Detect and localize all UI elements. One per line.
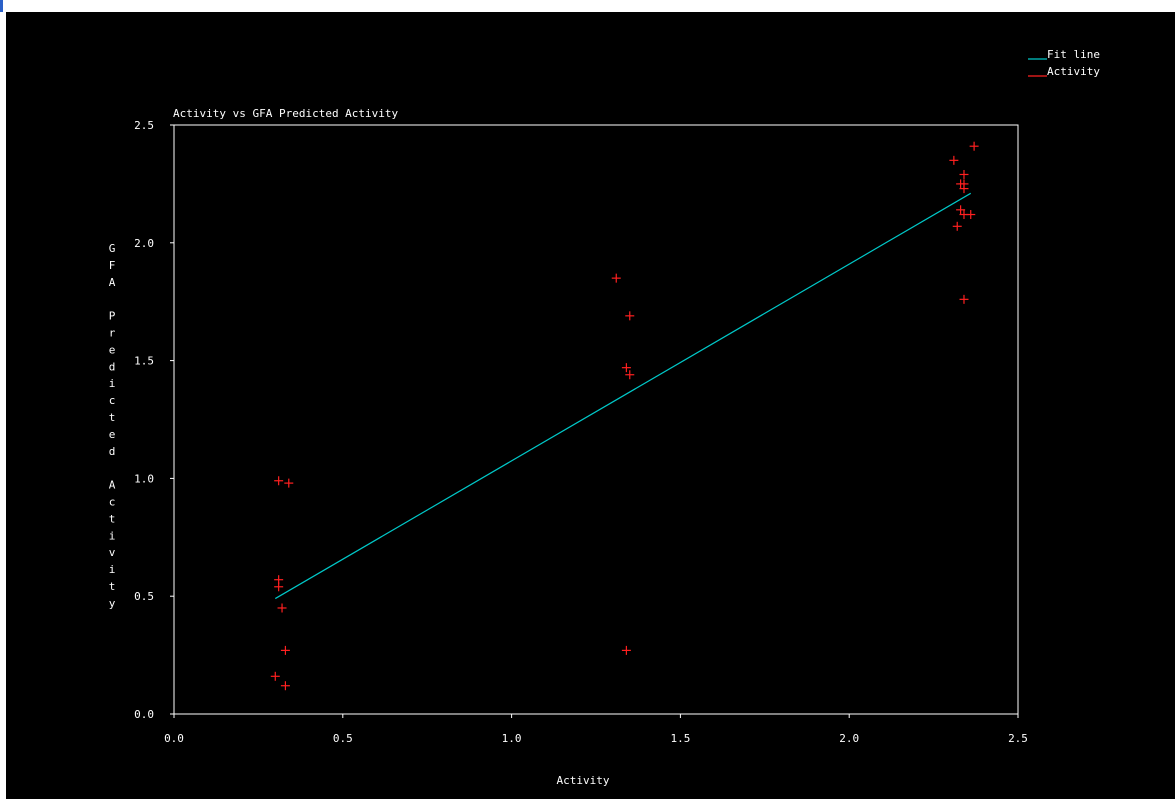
activity-series [270, 141, 979, 691]
y-axis-label-char: r [109, 327, 116, 340]
activity-point [284, 478, 294, 488]
title-bar [0, 0, 990, 12]
x-tick-label: 1.5 [670, 732, 690, 745]
title-bar-accent [0, 0, 3, 12]
y-axis-label-char: G [109, 242, 116, 255]
x-tick-label: 0.0 [164, 732, 184, 745]
activity-point [625, 311, 635, 321]
activity-point [959, 294, 969, 304]
activity-point [274, 476, 284, 486]
y-axis-label-char: d [109, 445, 116, 458]
x-tick-label: 0.5 [333, 732, 353, 745]
plot-frame [173, 124, 1019, 715]
y-axis-label-char: c [109, 496, 116, 509]
activity-point [956, 205, 966, 215]
y-axis-label-char: t [109, 512, 116, 525]
chart-title: Activity vs GFA Predicted Activity [173, 107, 399, 120]
activity-point [274, 582, 284, 592]
activity-point [280, 645, 290, 655]
x-axis-ticks: 0.0 0.5 1.0 1.5 2.0 2.5 [164, 714, 1028, 745]
y-axis-label-char: i [109, 529, 116, 542]
y-tick-label: 0.0 [134, 708, 154, 721]
y-axis-label-char: t [109, 411, 116, 424]
y-axis-ticks: 0.0 0.5 1.0 1.5 2.0 2.5 [134, 119, 174, 721]
y-axis-label-char: A [109, 276, 116, 289]
y-axis-label-char: A [109, 479, 116, 492]
activity-point [621, 363, 631, 373]
y-tick-label: 1.0 [134, 472, 154, 485]
y-tick-label: 2.0 [134, 237, 154, 250]
y-axis-label-char: i [109, 377, 116, 390]
y-axis-label-char: P [109, 310, 116, 323]
activity-point [949, 155, 959, 165]
y-axis-label-char: i [109, 563, 116, 576]
activity-point [625, 370, 635, 380]
activity-point [277, 603, 287, 613]
plot-canvas: Activity vs GFA Predicted Activity Activ… [6, 12, 1175, 799]
activity-point [952, 221, 962, 231]
activity-point [959, 184, 969, 194]
y-axis-label-char: e [109, 428, 116, 441]
fit-line-series [274, 192, 972, 600]
y-axis-label-char: y [109, 597, 116, 610]
y-tick-label: 1.5 [134, 355, 154, 368]
y-axis-label-char: t [109, 580, 116, 593]
y-axis-label-char: e [109, 343, 116, 356]
y-tick-label: 2.5 [134, 119, 154, 132]
activity-point [959, 169, 969, 179]
y-axis-label-char: d [109, 360, 116, 373]
y-axis-label-char: F [109, 259, 116, 272]
y-axis-label-char: v [109, 546, 116, 559]
x-tick-label: 2.5 [1008, 732, 1028, 745]
activity-point [966, 210, 976, 220]
x-tick-label: 2.0 [839, 732, 859, 745]
fit-line [274, 192, 972, 600]
y-tick-label: 0.5 [134, 590, 154, 603]
scatter-chart: Activity vs GFA Predicted Activity Activ… [109, 48, 1101, 787]
activity-point [621, 645, 631, 655]
legend-label: Activity [1047, 65, 1100, 78]
activity-point [956, 179, 966, 189]
activity-point [270, 671, 280, 681]
activity-point [280, 681, 290, 691]
x-axis-label: Activity [557, 774, 610, 787]
x-tick-label: 1.0 [502, 732, 522, 745]
legend: Fit line Activity [1028, 48, 1100, 78]
activity-point [969, 141, 979, 151]
activity-point [611, 273, 621, 283]
y-axis-label-char: c [109, 394, 116, 407]
legend-label: Fit line [1047, 48, 1100, 61]
